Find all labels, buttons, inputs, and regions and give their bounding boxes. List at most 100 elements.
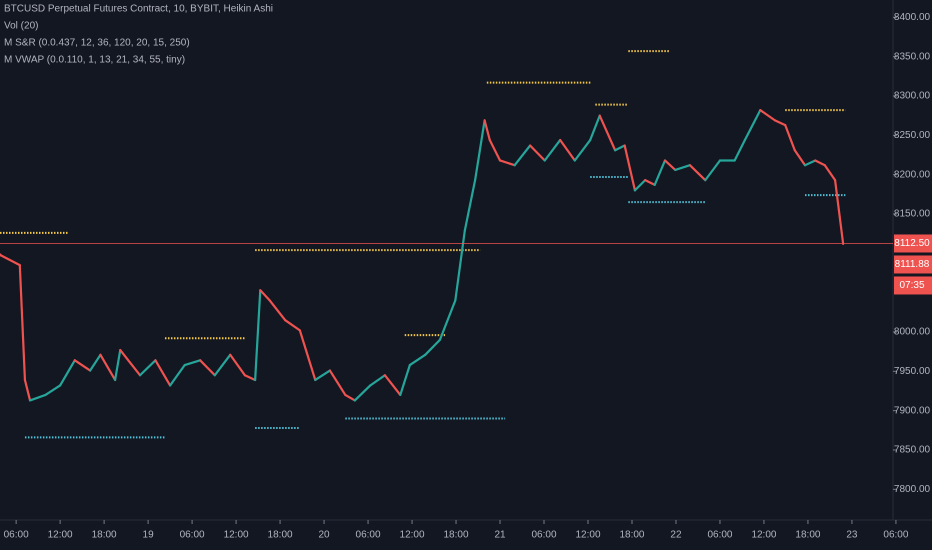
price-segment [589,114,601,142]
x-tick-label: 18:00 [619,530,644,541]
price-segment [528,144,546,162]
x-tick-label: 06:00 [180,530,205,541]
x-tick-label: 18:00 [795,530,820,541]
y-tick-label: 8400.00 [894,12,931,23]
price-segment [823,164,837,182]
indicator-label: M VWAP (0.0.110, 1, 13, 21, 34, 55, tiny… [4,55,185,66]
price-segment [399,363,411,397]
countdown-box [894,276,932,295]
x-tick-label: 06:00 [707,530,732,541]
price-segment [183,359,202,367]
price-segment [483,119,491,142]
x-tick-label: 20 [318,530,330,541]
x-tick-label: 18:00 [444,530,469,541]
price-segment [688,164,707,182]
y-tick-label: 7900.00 [894,405,931,416]
price-segment [284,319,301,332]
price-segment [259,289,271,302]
price-segment [369,374,387,387]
y-tick-label: 8300.00 [894,91,931,102]
price-segment [213,353,232,377]
price-segment [99,353,117,382]
x-tick-label: 06:00 [883,530,908,541]
x-tick-label: 18:00 [268,530,293,541]
price-segment [784,123,796,152]
price-segment [59,359,76,387]
price-segment [28,393,47,402]
price-marker-label: 8112.50 [894,238,930,249]
x-tick-label: 12:00 [224,530,249,541]
price-segment [793,149,807,167]
x-tick-label: 18:00 [92,530,117,541]
price-marker-box [894,255,932,274]
price-segment [298,329,317,382]
price-segment [773,119,787,127]
price-segment [653,159,667,186]
price-segment [623,144,637,192]
price-segment [328,369,347,397]
price-segment [454,229,466,302]
price-segment [229,353,246,377]
price-segment [513,144,532,167]
y-tick-label: 7950.00 [894,366,931,377]
price-segment [559,138,576,162]
x-tick-label: 23 [846,530,858,541]
x-tick-label: 12:00 [751,530,776,541]
y-tick-label: 8350.00 [894,51,931,62]
price-segment [199,359,216,377]
price-segment [633,179,647,192]
price-segment [114,348,122,382]
price-marker-box [894,234,932,253]
price-segment [743,109,762,142]
price-segment [119,348,142,377]
price-segment [674,164,692,172]
x-tick-label: 21 [494,530,506,541]
price-segment [138,359,157,377]
price-segment [704,159,722,182]
price-segment [408,353,427,367]
price-segment [268,299,287,322]
countdown-label: 07:35 [899,280,924,291]
price-segment [803,159,817,167]
price-segment [833,179,845,245]
x-tick-label: 06:00 [531,530,556,541]
price-segment [73,359,92,372]
price-segment [89,353,102,372]
price-segment [614,144,626,152]
y-tick-label: 7850.00 [894,445,931,456]
price-segment [314,369,332,382]
price-segment [254,289,262,382]
price-segment [488,138,502,162]
price-segment [168,363,186,387]
price-segment [463,179,477,232]
price-segment [44,384,62,397]
price-marker-label: 8111.88 [895,259,930,270]
price-segment [383,374,402,397]
price-segment [733,138,746,162]
price-segment [573,138,592,162]
y-tick-label: 8200.00 [894,169,931,180]
x-tick-label: 06:00 [356,530,381,541]
price-segment [438,299,457,341]
indicator-label: M S&R (0.0.437, 12, 36, 120, 20, 15, 250… [4,38,190,49]
price-segment [473,119,486,182]
chart-title: BTCUSD Perpetual Futures Contract, 10, B… [4,4,273,15]
indicator-label: Vol (20) [4,21,38,32]
x-tick-label: 19 [143,530,155,541]
price-segment [663,159,677,172]
price-segment [543,138,562,162]
price-segment [243,374,257,382]
y-tick-label: 8150.00 [894,209,931,220]
x-tick-label: 06:00 [4,530,29,541]
price-segment [759,109,777,122]
price-segment [154,359,172,387]
x-tick-label: 12:00 [48,530,73,541]
price-segment [644,179,656,186]
price-segment [598,114,617,152]
x-tick-label: 22 [670,530,682,541]
price-segment [23,378,32,402]
price-segment [814,159,826,167]
